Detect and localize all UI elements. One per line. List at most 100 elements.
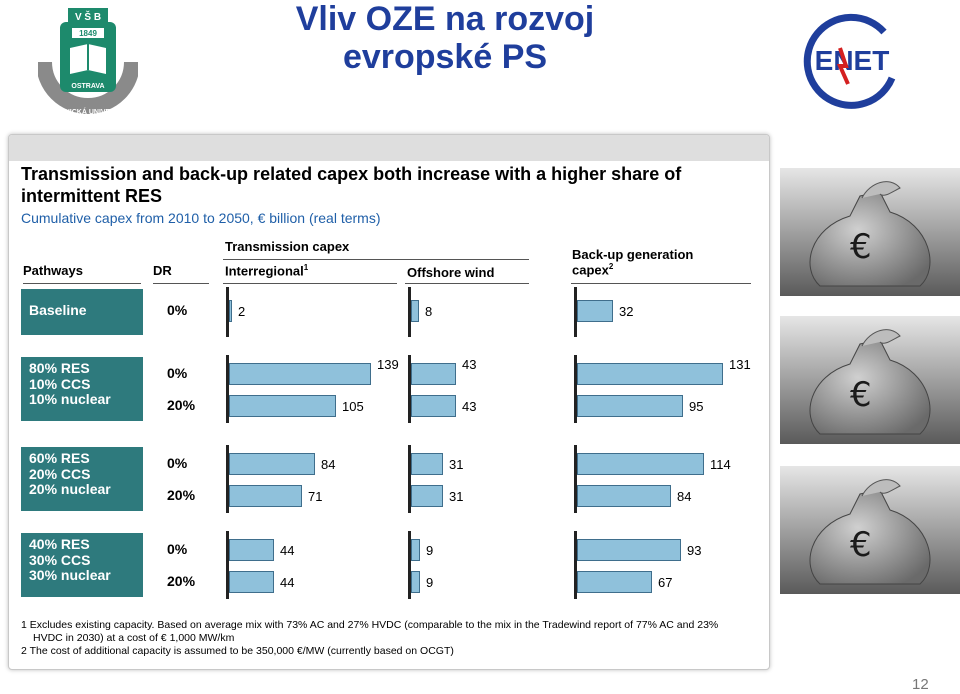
axis-offshore [408,287,411,337]
vsb-university-logo: V Š B 1849 OSTRAVA TECHNICKÁ UNIVERZITA [36,4,140,122]
header-interregional-sup: 1 [303,263,309,272]
pathway-label: 20% nuclear [29,481,111,497]
pathway-box: Baseline [21,289,143,335]
axis-backup [574,531,577,599]
value-label-backup: 114 [710,457,731,472]
enet-logo: ENET [800,8,904,112]
value-label-offshore: 9 [426,575,434,590]
euro-symbol-1: € [850,227,872,267]
pathway-label: 60% RES [29,450,90,466]
value-label-backup: 67 [658,575,673,590]
header-rule-pathways [23,283,141,284]
header-interregional: Interregional1 [225,263,308,278]
euro-symbol-3: € [850,525,872,565]
value-label-backup: 32 [619,304,634,319]
money-bag-image-2: € [780,316,960,444]
pathway-label: 40% RES [29,536,90,552]
axis-interregional [226,355,229,423]
value-label-interregional: 84 [321,457,336,472]
chart-title: Transmission and back-up related capex b… [21,163,711,207]
header-rule-offshore [405,283,529,284]
value-label-offshore: 9 [426,543,434,558]
pathway-label: Baseline [29,302,87,318]
bar-offshore [411,395,456,417]
value-label-backup: 84 [677,489,692,504]
bar-offshore [411,571,420,593]
bar-backup [577,539,681,561]
bar-offshore [411,300,419,322]
value-label-interregional: 71 [308,489,323,504]
pathway-label: 80% RES [29,360,90,376]
page-number: 12 [912,676,929,693]
axis-offshore [408,355,411,423]
bar-backup [577,485,671,507]
value-label-interregional: 44 [280,543,295,558]
value-label-interregional: 139 [377,357,399,372]
value-label-backup: 131 [729,357,751,372]
dr-label: 20% [167,397,196,413]
header-backup-line2: capex [572,262,609,278]
bar-offshore [411,363,456,385]
pathway-label: 20% CCS [29,465,91,482]
axis-offshore [408,531,411,599]
logo-city: OSTRAVA [71,83,104,90]
chart-subtitle: Cumulative capex from 2010 to 2050, € bi… [21,210,381,226]
bar-backup [577,453,704,475]
bar-interregional [229,395,336,417]
slide-title: Vliv OZE na rozvoj evropské PS [250,0,640,76]
axis-backup [574,355,577,423]
value-label-offshore: 43 [462,399,477,414]
dr-label: 0% [167,302,188,318]
money-bag-image-1: € [780,168,960,296]
bar-offshore [411,485,443,507]
axis-interregional [226,445,229,513]
enet-logo-text: ENET [815,45,890,76]
dr-label: 0% [167,455,188,471]
chart-title-text: Transmission and back-up related capex b… [21,164,682,206]
value-label-offshore: 8 [425,304,433,319]
bar-backup [577,395,683,417]
pathway-label: 30% nuclear [29,567,111,583]
bar-backup [577,571,652,593]
header-pathways: Pathways [23,263,83,278]
footnote-2: 2 The cost of additional capacity is ass… [21,645,454,657]
pathway-box: 60% RES 20% CCS 20% nuclear [21,447,143,511]
value-label-interregional: 44 [280,575,295,590]
slide-title-line2: evropské PS [342,38,548,76]
pathway-box: 80% RES 10% CCS 10% nuclear [21,357,143,421]
logo-top-text: V Š B [75,10,101,23]
euro-symbol-2: € [850,375,872,415]
axis-interregional [226,531,229,599]
bar-backup [577,363,723,385]
header-backup: Back-up generation capex2 [572,247,693,277]
bar-interregional [229,571,274,593]
pathway-box: 40% RES 30% CCS 30% nuclear [21,533,143,597]
footnote-1-cont: HVDC in 2030) at a cost of € 1,000 MW/km [33,632,235,644]
header-dr: DR [153,263,172,278]
bar-interregional [229,453,315,475]
axis-interregional [226,287,229,337]
header-backup-sup: 2 [608,262,614,271]
bar-interregional [229,363,371,385]
value-label-offshore: 43 [462,357,477,372]
bar-offshore [411,539,420,561]
value-label-offshore: 31 [449,489,464,504]
bar-interregional [229,485,302,507]
pathway-label: 10% CCS [29,375,91,392]
logo-year: 1849 [79,29,97,38]
axis-backup [574,445,577,513]
axis-offshore [408,445,411,513]
header-rule-interregional [223,283,397,284]
dr-label: 20% [167,573,196,589]
pathway-label: 30% CCS [29,551,91,568]
pathway-label: 10% nuclear [29,391,111,407]
dr-label: 20% [167,487,196,503]
bar-backup [577,300,613,322]
dr-label: 0% [167,365,188,381]
value-label-interregional: 105 [342,399,364,414]
value-label-backup: 95 [689,399,704,414]
value-label-offshore: 31 [449,457,464,472]
header-rule-transmission [223,259,529,260]
header-offshore: Offshore wind [407,265,495,280]
bar-interregional [229,539,274,561]
